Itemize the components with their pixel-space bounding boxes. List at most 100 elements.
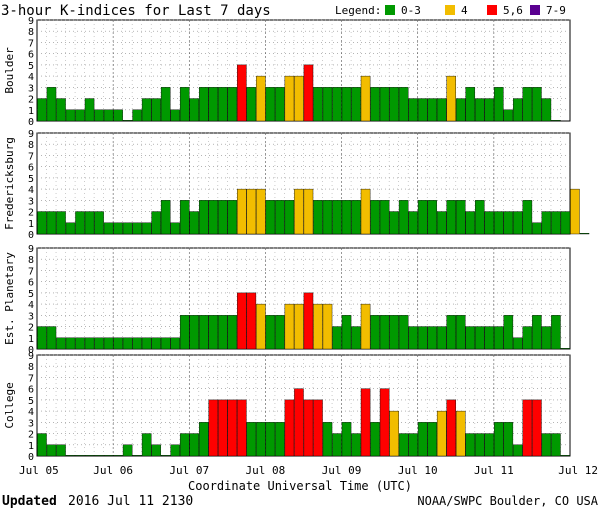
- bar-2-19: [218, 315, 228, 350]
- bar-2-23: [256, 303, 266, 350]
- bar-2-17: [199, 315, 209, 350]
- y-tick-3-9: 9: [28, 351, 34, 362]
- y-tick-2-1: 1: [28, 334, 34, 345]
- legend-text-0: 0-3: [401, 4, 421, 17]
- bar-3-31: [332, 433, 342, 457]
- chart-title: 3-hour K-indices for Last 7 days: [1, 3, 271, 19]
- y-tick-2-8: 8: [28, 255, 34, 266]
- bar-1-47: [484, 211, 495, 235]
- y-tick-3-8: 8: [28, 362, 34, 373]
- bar-3-15: [179, 433, 190, 457]
- bar-3-47: [484, 433, 495, 457]
- bar-2-11: [141, 337, 152, 350]
- bar-3-33: [351, 433, 361, 457]
- bar-3-28: [303, 399, 314, 457]
- bar-2-53: [541, 326, 552, 350]
- y-tick-0-0: 0: [28, 117, 34, 128]
- y-tick-0-8: 8: [28, 27, 34, 38]
- bar-1-39: [408, 211, 418, 235]
- legend-text-2: 5,6: [503, 4, 523, 17]
- bar-3-7: [103, 455, 114, 457]
- bar-0-2: [56, 98, 66, 122]
- bar-3-41: [427, 422, 437, 457]
- bar-3-45: [465, 433, 476, 457]
- bar-2-12: [151, 337, 161, 350]
- bar-3-38: [398, 433, 409, 457]
- bar-2-48: [494, 326, 504, 350]
- bar-2-28: [303, 292, 314, 350]
- bar-2-3: [65, 337, 76, 350]
- bar-0-34: [360, 75, 371, 122]
- y-tick-0-6: 6: [28, 50, 34, 61]
- y-tick-0-3: 3: [28, 83, 34, 94]
- bar-3-53: [541, 433, 552, 457]
- bar-2-41: [427, 326, 437, 350]
- bar-2-25: [275, 315, 285, 350]
- bar-0-7: [103, 109, 114, 122]
- bar-2-38: [398, 315, 409, 350]
- bar-3-4: [75, 455, 85, 457]
- y-tick-2-9: 9: [28, 244, 34, 255]
- y-tick-1-5: 5: [28, 174, 34, 185]
- bar-0-30: [322, 87, 333, 122]
- bar-0-22: [246, 87, 257, 122]
- bar-2-47: [484, 326, 495, 350]
- y-tick-2-6: 6: [28, 278, 34, 289]
- bar-2-37: [389, 315, 399, 350]
- bar-3-32: [341, 422, 352, 457]
- bar-0-40: [417, 98, 428, 122]
- y-tick-2-3: 3: [28, 311, 34, 322]
- y-tick-3-3: 3: [28, 418, 34, 429]
- bar-2-30: [322, 303, 333, 350]
- bar-1-10: [132, 222, 142, 235]
- bar-0-33: [351, 87, 361, 122]
- bar-1-0: [37, 211, 47, 235]
- bar-3-52: [532, 399, 542, 457]
- bar-0-51: [522, 87, 533, 122]
- bar-3-42: [436, 410, 447, 457]
- bar-2-7: [103, 337, 114, 350]
- bar-2-52: [532, 315, 542, 350]
- bar-1-28: [303, 188, 314, 235]
- bar-2-8: [113, 337, 123, 350]
- y-tick-1-8: 8: [28, 140, 34, 151]
- bar-3-18: [208, 399, 219, 457]
- bar-2-32: [341, 315, 352, 350]
- bar-1-36: [379, 200, 390, 235]
- bar-3-35: [370, 422, 380, 457]
- bar-1-9: [122, 222, 133, 235]
- bar-3-36: [379, 388, 390, 457]
- y-tick-0-2: 2: [28, 95, 34, 106]
- bar-3-43: [446, 399, 456, 457]
- x-axis-label: Coordinate Universal Time (UTC): [188, 479, 412, 493]
- bar-0-50: [513, 98, 523, 122]
- bar-3-3: [65, 455, 76, 457]
- y-tick-2-0: 0: [28, 345, 34, 356]
- updated-label: Updated: [2, 494, 57, 509]
- bar-2-21: [237, 292, 247, 350]
- y-tick-3-6: 6: [28, 385, 34, 396]
- bar-2-46: [475, 326, 485, 350]
- bar-0-27: [294, 75, 304, 122]
- bar-0-35: [370, 87, 380, 122]
- legend-swatch-0: [385, 5, 395, 15]
- y-tick-2-2: 2: [28, 323, 34, 334]
- bar-1-54: [551, 211, 561, 235]
- bar-3-5: [84, 455, 95, 457]
- bar-2-49: [503, 315, 514, 350]
- y-tick-2-4: 4: [28, 300, 34, 311]
- y-tick-1-2: 2: [28, 208, 34, 219]
- bar-2-29: [313, 303, 323, 350]
- bar-1-41: [427, 200, 437, 235]
- bar-2-10: [132, 337, 142, 350]
- bar-0-1: [46, 87, 57, 122]
- bar-2-34: [360, 303, 371, 350]
- bar-1-34: [360, 188, 371, 235]
- x-tick-4: Jul 09: [322, 464, 362, 477]
- bar-3-24: [265, 422, 276, 457]
- bar-0-17: [199, 87, 209, 122]
- bar-2-16: [189, 315, 200, 350]
- y-tick-1-9: 9: [28, 129, 34, 140]
- series-name-2: Est. Planetary: [3, 252, 16, 345]
